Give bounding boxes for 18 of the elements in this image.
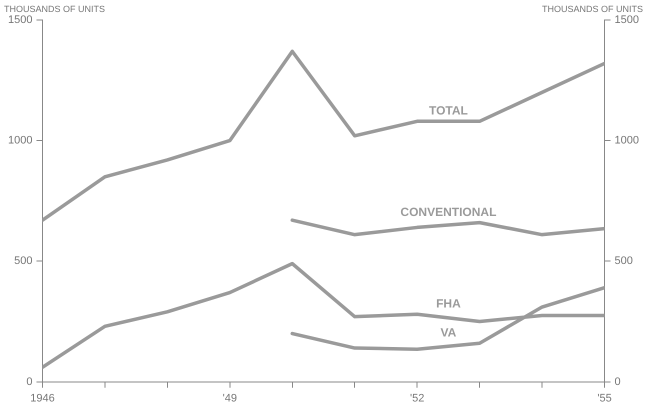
- y-tick-label: 1500: [8, 14, 32, 26]
- y-tick-label: 0: [26, 376, 32, 388]
- y-tick-label: 1000: [8, 134, 32, 147]
- x-tick-label: '49: [222, 392, 237, 404]
- y2-axis-title: THOUSANDS OF UNITS: [542, 4, 643, 14]
- y2-tick-label: 1500: [614, 14, 640, 26]
- series-label: FHA: [436, 296, 462, 311]
- x-tick-label: '55: [597, 392, 612, 404]
- series-label: VA: [440, 326, 457, 340]
- y2-tick-label: 500: [614, 255, 633, 268]
- y2-tick-label: 0: [614, 376, 621, 388]
- x-tick-label: '52: [410, 392, 424, 404]
- y2-tick-label: 1000: [614, 134, 640, 147]
- series-label: TOTAL: [428, 104, 468, 118]
- y-tick-label: 500: [14, 255, 32, 268]
- y-axis-title: THOUSANDS OF UNITS: [4, 4, 106, 14]
- series-label: CONVENTIONAL: [400, 204, 496, 219]
- x-tick-label: 1946: [30, 392, 55, 404]
